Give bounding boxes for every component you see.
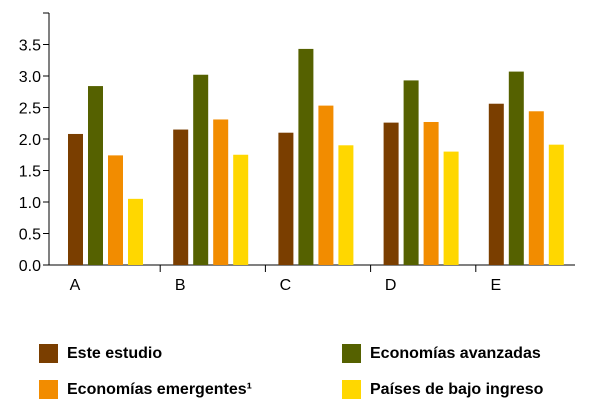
bar (528, 111, 544, 265)
bars (68, 48, 564, 266)
x-tick-label: E (490, 277, 501, 294)
bar (298, 48, 314, 265)
bar (443, 151, 459, 265)
bar (338, 145, 354, 265)
bar (548, 144, 564, 265)
y-axis: 0.0 0.5 1.0 1.5 2.0 2.5 3.0 3.5 (19, 12, 50, 275)
bar (128, 198, 143, 265)
y-tick-label: 0.5 (19, 227, 41, 244)
bar (88, 86, 103, 265)
bar (423, 121, 439, 266)
y-tick-label: 1.5 (19, 164, 41, 181)
y-tick-label: 3.0 (19, 69, 41, 86)
bar (488, 103, 504, 265)
bar (108, 155, 123, 265)
y-tick-label: 1.0 (19, 195, 41, 212)
x-tick-label: C (280, 277, 292, 294)
y-tick-label: 3.5 (19, 38, 41, 55)
x-tick-label: D (385, 277, 397, 294)
bar (233, 154, 249, 265)
bar (318, 105, 334, 265)
x-tick-label: B (175, 277, 186, 294)
bar (68, 133, 83, 265)
bar (403, 80, 419, 265)
y-tick-label: 2.5 (19, 101, 41, 118)
x-axis: A B C D E (49, 264, 575, 294)
y-tick-label: 0.0 (19, 258, 41, 275)
bar (508, 71, 524, 265)
bar (193, 74, 209, 266)
bar (173, 129, 189, 265)
x-tick-label: A (70, 277, 81, 294)
y-tick-label: 2.0 (19, 132, 41, 149)
bar (213, 119, 229, 265)
bar (383, 122, 399, 266)
bar (278, 132, 294, 265)
